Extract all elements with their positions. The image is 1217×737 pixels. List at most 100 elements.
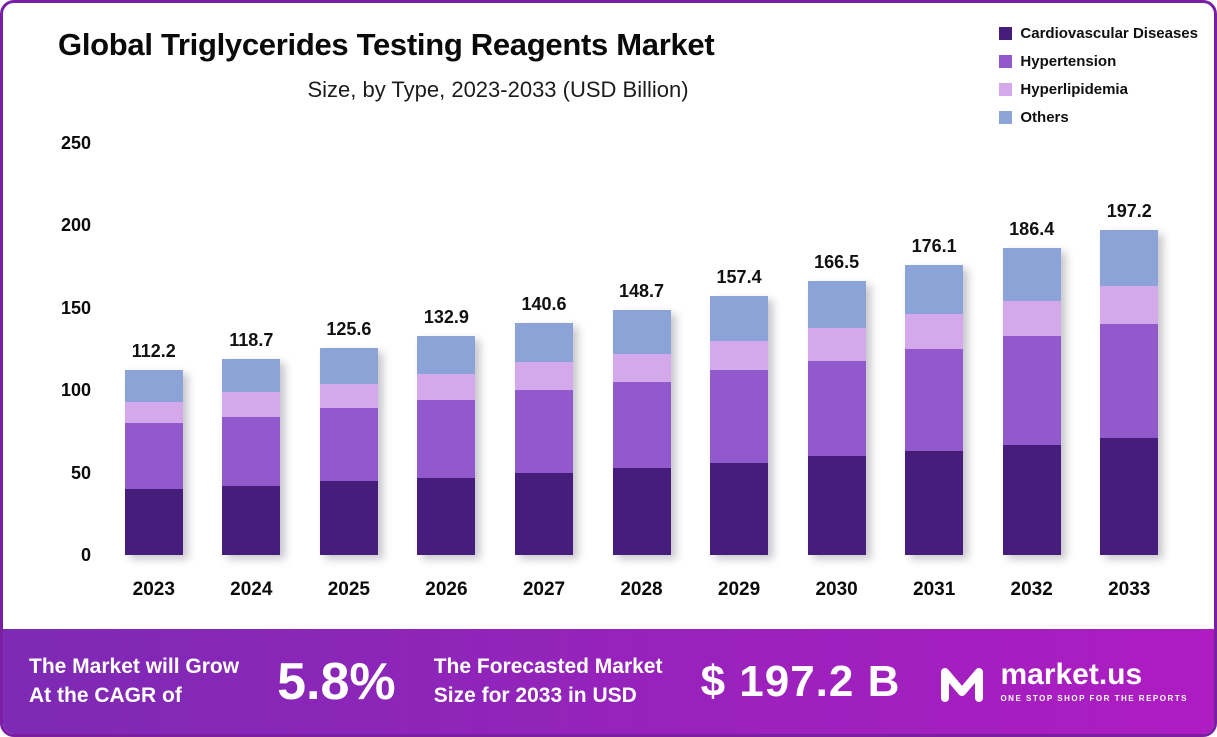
x-axis-label: 2025	[327, 579, 370, 600]
bar-segment	[222, 359, 281, 392]
bar-segment	[807, 327, 866, 361]
bar-segment	[319, 383, 378, 409]
bar-slot: 197.2 2033	[1080, 143, 1178, 600]
bar-slot: 166.5 2030	[788, 143, 886, 600]
bar-segment	[1100, 324, 1159, 438]
chart-header: Global Triglycerides Testing Reagents Ma…	[58, 27, 938, 103]
bar-total-label: 118.7	[229, 330, 274, 351]
legend-label: Cardiovascular Diseases	[1020, 25, 1198, 42]
bar-segment	[319, 348, 378, 384]
bar-slot: 148.7 2028	[593, 143, 691, 600]
forecast-caption-line1: The Forecasted Market	[433, 655, 663, 679]
stacked-bar	[807, 280, 866, 555]
cagr-value: 5.8%	[277, 652, 396, 711]
bar-slot: 176.1 2031	[885, 143, 983, 600]
legend-swatch	[999, 83, 1013, 96]
bar-segment	[417, 335, 476, 374]
stacked-bar	[905, 264, 964, 555]
bar-slot: 125.6 2025	[300, 143, 398, 600]
brand-name: market.us	[1000, 658, 1143, 691]
bar-segment	[1100, 286, 1159, 325]
bar-segment	[1100, 230, 1159, 287]
bar-segment	[710, 370, 769, 463]
stacked-bar	[710, 295, 769, 555]
legend-swatch	[999, 111, 1013, 124]
x-axis-label: 2031	[913, 579, 956, 600]
x-axis-label: 2028	[620, 579, 663, 600]
bar-slot: 157.4 2029	[690, 143, 788, 600]
stacked-bar	[124, 370, 183, 555]
bar-segment	[514, 472, 573, 555]
legend-label: Others	[1020, 109, 1069, 126]
bar-segment	[807, 456, 866, 555]
bar-segment	[417, 477, 476, 555]
forecast-caption-line2: Size for 2033 in USD	[433, 683, 637, 707]
bar-segment	[612, 382, 671, 468]
bar-segment	[905, 264, 964, 315]
y-tick-label: 150	[60, 297, 91, 318]
bar-segment	[417, 400, 476, 478]
bar-segment	[612, 354, 671, 383]
bar-segment	[1100, 438, 1159, 555]
bar-segment	[124, 423, 183, 490]
stacked-bar	[222, 359, 281, 555]
bar-segment	[222, 485, 281, 555]
legend-label: Hyperlipidemia	[1020, 81, 1128, 98]
bar-slot: 132.9 2026	[398, 143, 496, 600]
bar-segment	[905, 349, 964, 452]
legend-item: Others	[999, 109, 1198, 126]
chart-subtitle: Size, by Type, 2023-2033 (USD Billion)	[307, 77, 689, 102]
bar-slot: 112.2 2023	[105, 143, 203, 600]
bar-segment	[319, 480, 378, 555]
x-axis-label: 2033	[1108, 579, 1151, 600]
bar-segment	[222, 391, 281, 417]
forecast-caption: The Forecasted Market Size for 2033 in U…	[434, 653, 663, 710]
cagr-banner: The Market will Grow At the CAGR of 5.8%…	[3, 629, 1214, 734]
bar-chart: 112.2 2023 118.7 2024 125.6 2025 132.9 2026 140.…	[105, 143, 1178, 600]
legend-item: Hypertension	[999, 53, 1198, 70]
bar-segment	[710, 462, 769, 555]
legend-item: Cardiovascular Diseases	[999, 25, 1198, 42]
plot-area: 0 50 100 150 200 250 112.2 2023 118.7 2024 125.6 2…	[61, 133, 1178, 600]
y-tick-label: 250	[60, 133, 91, 153]
legend: Cardiovascular Diseases Hypertension Hyper…	[999, 25, 1198, 137]
x-axis-label: 2023	[132, 579, 175, 600]
x-axis-label: 2026	[425, 579, 468, 600]
x-axis-label: 2029	[717, 579, 761, 600]
bar-segment	[807, 360, 866, 457]
market-us-logo-icon	[941, 667, 984, 702]
bar-segment	[905, 451, 964, 555]
bar-total-label: 197.2	[1106, 201, 1152, 222]
stacked-bar	[417, 335, 476, 555]
legend-swatch	[999, 55, 1013, 68]
cagr-caption-line2: At the CAGR of	[29, 683, 182, 707]
bar-segment	[514, 390, 573, 473]
bar-segment	[1002, 335, 1061, 445]
x-axis-label: 2030	[815, 579, 858, 600]
y-tick-label: 0	[80, 545, 91, 565]
bar-segment	[807, 280, 866, 328]
bar-segment	[710, 295, 769, 341]
stacked-bar	[1100, 230, 1159, 555]
bar-total-label: 176.1	[911, 235, 957, 256]
bar-segment	[514, 362, 573, 391]
brand-text: market.us ONE STOP SHOP FOR THE REPORTS	[1000, 658, 1188, 704]
bar-segment	[514, 323, 573, 363]
forecast-value: $ 197.2 B	[700, 656, 901, 706]
chart-section: Global Triglycerides Testing Reagents Ma…	[3, 3, 1214, 629]
bar-segment	[319, 408, 378, 481]
legend-swatch	[999, 27, 1013, 40]
page-title: Global Triglycerides Testing Reagents Ma…	[58, 27, 715, 62]
bar-segment	[1002, 444, 1061, 555]
y-axis: 0 50 100 150 200 250	[35, 133, 91, 565]
y-tick-label: 50	[70, 462, 91, 483]
bar-total-label: 140.6	[521, 294, 567, 315]
bar-segment	[1002, 301, 1061, 336]
y-tick-label: 200	[60, 215, 91, 236]
bar-slot: 140.6 2027	[495, 143, 593, 600]
bar-total-label: 112.2	[131, 341, 176, 362]
bar-segment	[417, 373, 476, 400]
brand: market.us ONE STOP SHOP FOR THE REPORTS	[938, 660, 1188, 704]
bar-total-label: 157.4	[716, 266, 762, 287]
